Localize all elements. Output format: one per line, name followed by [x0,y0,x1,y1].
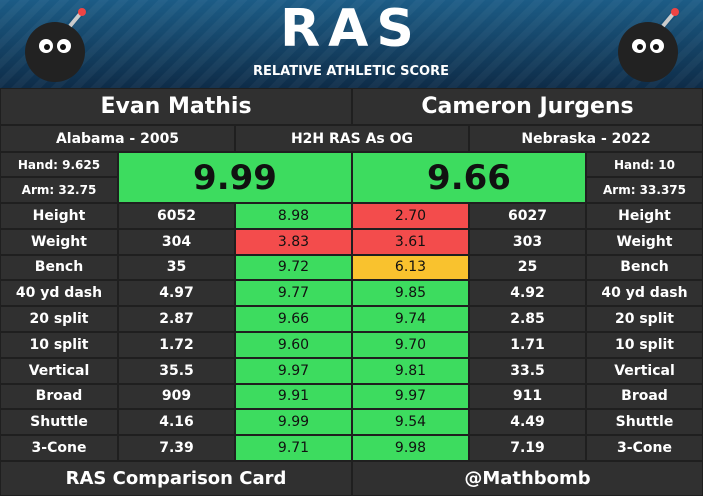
metric-score: 9.54 [352,409,469,436]
bomb-mascot-left [25,8,86,82]
metric-label: Shuttle [586,409,703,436]
banner: RAS RELATIVE ATHLETIC SCORE [0,0,703,88]
metric-score: 9.81 [352,357,469,384]
measurement: 4.92 [469,280,586,307]
metric-label: Broad [0,383,118,410]
measurement: 7.19 [469,435,586,461]
metric-score: 8.98 [235,203,352,229]
logo: RAS [280,0,422,59]
logo-subtitle: RELATIVE ATHLETIC SCORE [253,64,449,79]
measurement: 909 [118,383,235,410]
measurement: 1.72 [118,332,235,358]
metric-score: 9.97 [235,357,352,384]
metric-label: Weight [0,228,118,255]
player-name: Cameron Jurgens [352,88,703,125]
metric-label: Shuttle [0,409,118,436]
measurement: 2.85 [469,306,586,332]
measurement: 304 [118,228,235,255]
measurement: 35.5 [118,357,235,384]
measurement: 6052 [118,203,235,229]
school-year: Nebraska - 2022 [469,125,703,152]
metric-label: Vertical [0,357,118,384]
metric-label: 20 split [0,306,118,332]
metric-score: 9.85 [352,280,469,307]
metric-score: 9.70 [352,332,469,358]
hand-size: Hand: 9.625 [0,152,118,177]
ras-score: 9.66 [352,152,586,203]
metric-label: 20 split [586,306,703,332]
metric-score: 6.13 [352,254,469,281]
footer-handle: @Mathbomb [352,461,703,496]
measurement: 6027 [469,203,586,229]
measurement: 911 [469,383,586,410]
measurement: 4.49 [469,409,586,436]
metric-score: 9.98 [352,435,469,461]
metric-score: 9.72 [235,254,352,281]
metric-label: Height [586,203,703,229]
metric-score: 9.77 [235,280,352,307]
footer-title: RAS Comparison Card [0,461,352,496]
measurement: 35 [118,254,235,281]
school-year: Alabama - 2005 [0,125,235,152]
metric-label: 40 yd dash [0,280,118,307]
hand-size: Hand: 10 [586,152,703,177]
metric-label: 3-Cone [0,435,118,461]
metric-score: 2.70 [352,203,469,229]
metric-score: 9.60 [235,332,352,358]
metric-score: 3.61 [352,228,469,255]
metric-score: 9.97 [352,383,469,410]
metric-label: 10 split [586,332,703,358]
metric-score: 9.71 [235,435,352,461]
metric-score: 9.74 [352,306,469,332]
measurement: 1.71 [469,332,586,358]
metric-label: Height [0,203,118,229]
metric-label: Broad [586,383,703,410]
metric-label: Vertical [586,357,703,384]
measurement: 2.87 [118,306,235,332]
measurement: 25 [469,254,586,281]
metric-label: Bench [586,254,703,281]
measurement: 303 [469,228,586,255]
ras-score: 9.99 [118,152,352,203]
metric-score: 9.66 [235,306,352,332]
metric-label: 3-Cone [586,435,703,461]
comparison-label: H2H RAS As OG [235,125,469,152]
arm-length: Arm: 32.75 [0,177,118,203]
metric-score: 9.91 [235,383,352,410]
metric-label: 40 yd dash [586,280,703,307]
measurement: 4.16 [118,409,235,436]
measurement: 33.5 [469,357,586,384]
metric-label: Weight [586,228,703,255]
arm-length: Arm: 33.375 [586,177,703,203]
metric-score: 3.83 [235,228,352,255]
metric-label: Bench [0,254,118,281]
measurement: 7.39 [118,435,235,461]
measurement: 4.97 [118,280,235,307]
player-name: Evan Mathis [0,88,352,125]
bomb-mascot-right [618,8,679,82]
metric-score: 9.99 [235,409,352,436]
metric-label: 10 split [0,332,118,358]
